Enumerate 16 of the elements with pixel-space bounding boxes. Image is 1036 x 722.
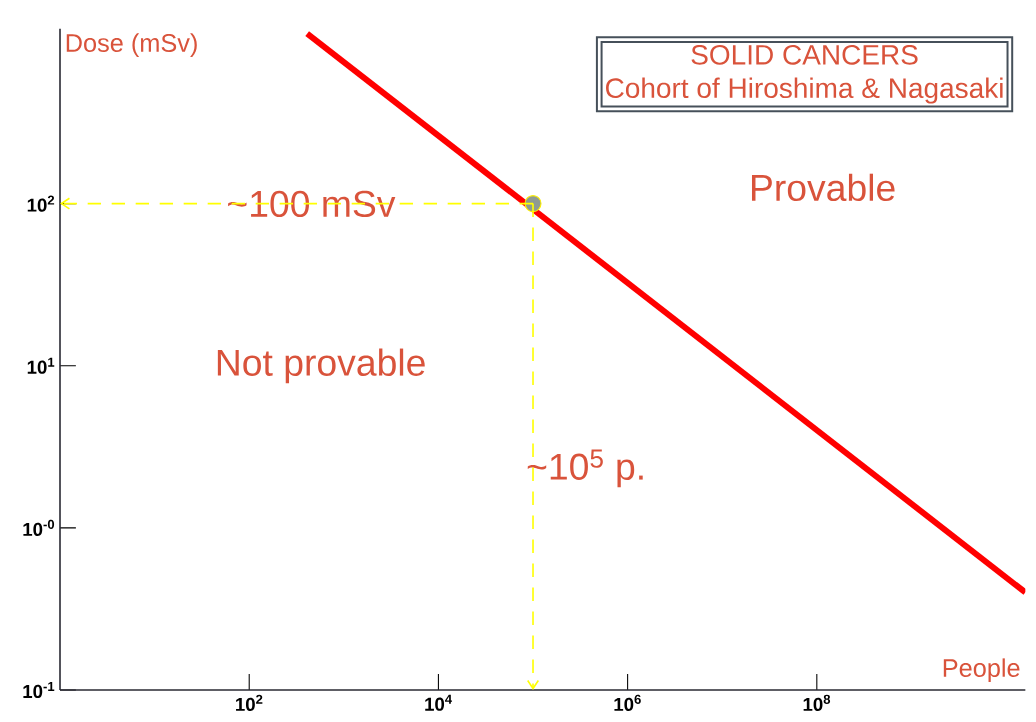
y-tick-label: 10$^{1}$ <box>27 357 55 374</box>
y-tick-label: 10$^{-1}$ <box>23 681 55 699</box>
x-tick-label: 10$^{2}$ <box>236 694 263 711</box>
text: Cohort of Hiroshima & Nagasaki <box>606 77 1003 104</box>
y-tick-label: 10$^{-0}$ <box>23 519 55 537</box>
y-axis-title: Dose (mSv) <box>66 33 197 57</box>
annotation: ~10$^{5}$ p. <box>527 449 643 488</box>
x-tick-label: 10$^{4}$ <box>425 694 453 711</box>
x-tick-label: 10$^{6}$ <box>614 694 641 711</box>
x-tick-label: 10$^{8}$ <box>803 694 831 711</box>
annotation: Provable <box>751 173 895 202</box>
annotation: ~100 mSv <box>228 190 396 218</box>
annotation: Not provable <box>217 348 425 384</box>
x-axis-title: People <box>943 658 1020 682</box>
chart-title: SOLID CANCERS <box>691 44 918 65</box>
y-tick-label: 10$^{2}$ <box>27 195 55 212</box>
